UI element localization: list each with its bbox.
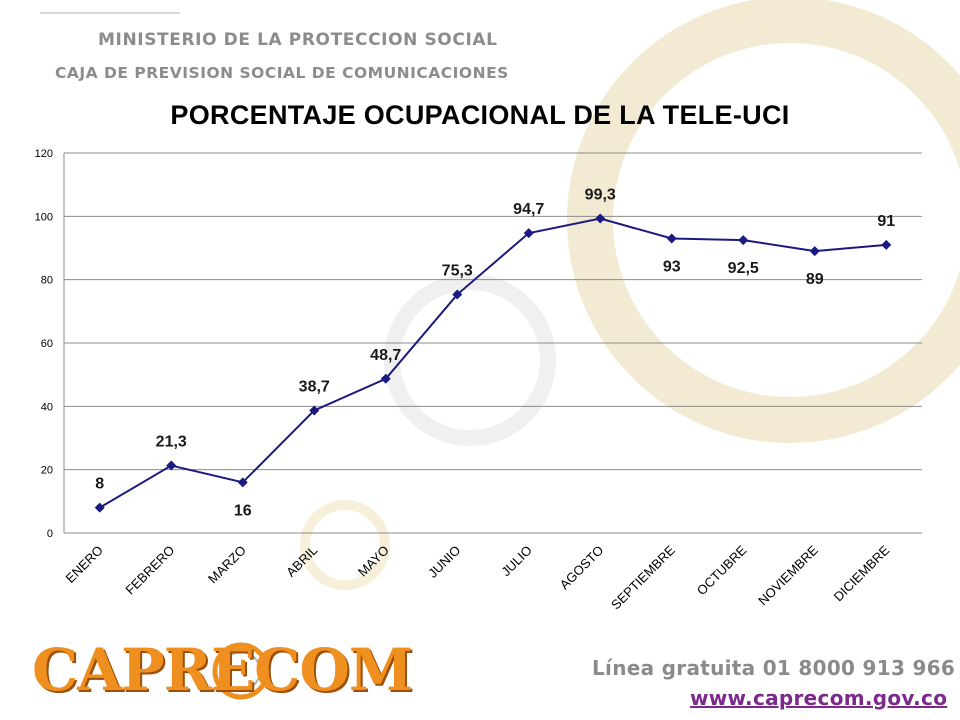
data-point-marker xyxy=(452,289,463,300)
chart-gridlines xyxy=(63,152,922,534)
y-axis-labels: 0 20 40 60 80 100 120 xyxy=(35,148,53,540)
data-point-marker xyxy=(523,228,534,239)
data-label: 8 xyxy=(95,476,104,493)
data-labels: 8 21,3 16 38,7 48,7 75,3 94,7 99,3 93 92,5 89 91 xyxy=(95,187,895,520)
data-label: 92,5 xyxy=(728,260,759,277)
footer-url-link[interactable]: www.caprecom.gov.co xyxy=(690,686,948,710)
series-line xyxy=(99,217,887,509)
data-label: 48,7 xyxy=(370,347,401,364)
data-label: 75,3 xyxy=(442,263,473,280)
data-label: 38,7 xyxy=(299,378,330,395)
data-point-marker xyxy=(309,405,320,416)
data-point-marker xyxy=(666,233,677,244)
series-polyline xyxy=(99,217,887,509)
data-label: 99,3 xyxy=(585,187,616,204)
y-tick-label: 60 xyxy=(41,338,53,350)
top-decorative-rule xyxy=(40,12,180,14)
y-tick-label: 20 xyxy=(41,465,53,477)
data-label: 91 xyxy=(877,213,895,230)
data-point-marker xyxy=(237,477,248,488)
y-tick-label: 40 xyxy=(41,401,53,413)
data-point-marker xyxy=(881,239,892,250)
ministry-heading: MINISTERIO DE LA PROTECCION SOCIAL xyxy=(98,30,498,50)
y-tick-label: 120 xyxy=(35,148,53,160)
data-point-marker xyxy=(94,502,105,513)
y-tick-label: 100 xyxy=(35,211,53,223)
series-markers xyxy=(94,213,892,513)
caja-heading: CAJA DE PREVISION SOCIAL DE COMUNICACION… xyxy=(55,64,509,82)
chart-title: PORCENTAJE OCUPACIONAL DE LA TELE-UCI xyxy=(170,100,790,130)
data-point-marker xyxy=(809,246,820,257)
y-tick-label: 0 xyxy=(47,528,53,540)
caprecom-logo: CAPRECOM xyxy=(32,636,413,704)
data-label: 94,7 xyxy=(513,201,544,218)
footer-phone: Línea gratuita 01 8000 913 966 xyxy=(592,656,956,680)
data-label: 16 xyxy=(234,502,252,519)
data-point-marker xyxy=(166,460,177,471)
data-point-marker xyxy=(738,235,749,246)
data-label: 89 xyxy=(806,271,824,288)
data-label: 21,3 xyxy=(156,434,187,451)
data-label: 93 xyxy=(663,259,681,276)
data-point-marker xyxy=(380,373,391,384)
y-tick-label: 80 xyxy=(41,275,53,287)
data-point-marker xyxy=(595,213,606,224)
